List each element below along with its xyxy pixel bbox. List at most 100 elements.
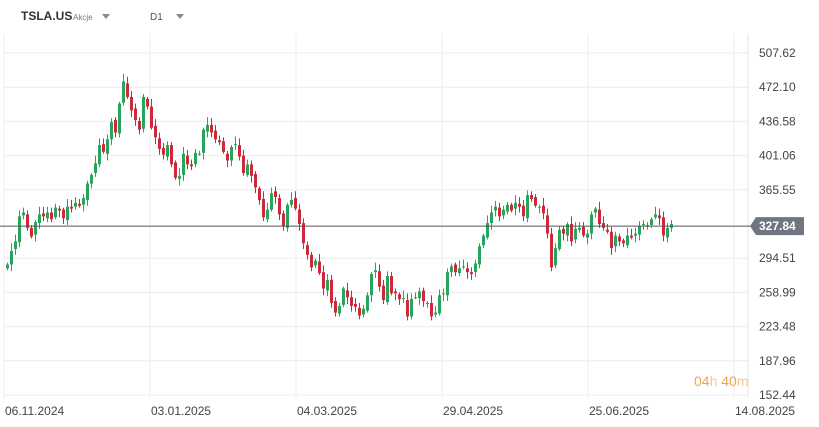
candle[interactable] bbox=[422, 287, 425, 307]
candle[interactable] bbox=[202, 127, 205, 160]
candle[interactable] bbox=[554, 243, 557, 269]
candle[interactable] bbox=[494, 200, 497, 217]
candle[interactable] bbox=[14, 234, 17, 255]
candle[interactable] bbox=[138, 117, 141, 135]
candle[interactable] bbox=[358, 302, 361, 320]
candle[interactable] bbox=[458, 260, 461, 277]
candle[interactable] bbox=[614, 231, 617, 252]
candle[interactable] bbox=[34, 220, 37, 242]
candle[interactable] bbox=[342, 286, 345, 307]
candle[interactable] bbox=[286, 202, 289, 232]
candle[interactable] bbox=[86, 180, 89, 206]
candle[interactable] bbox=[82, 194, 85, 212]
candle[interactable] bbox=[322, 265, 325, 296]
candle[interactable] bbox=[118, 101, 121, 138]
candle[interactable] bbox=[26, 210, 29, 231]
timeframe-dropdown-caret-icon[interactable] bbox=[176, 14, 184, 19]
candle[interactable] bbox=[654, 206, 657, 220]
candle[interactable] bbox=[58, 205, 61, 218]
candle[interactable] bbox=[386, 271, 389, 305]
candle[interactable] bbox=[6, 262, 9, 271]
candle[interactable] bbox=[306, 241, 309, 260]
candle[interactable] bbox=[194, 148, 197, 168]
candle[interactable] bbox=[54, 203, 57, 220]
candle[interactable] bbox=[274, 186, 277, 204]
candle[interactable] bbox=[98, 138, 101, 168]
candle[interactable] bbox=[526, 190, 529, 223]
candle[interactable] bbox=[318, 253, 321, 276]
candle[interactable] bbox=[450, 263, 453, 277]
candle[interactable] bbox=[94, 155, 97, 177]
candle[interactable] bbox=[170, 142, 173, 168]
candle[interactable] bbox=[226, 150, 229, 168]
candle[interactable] bbox=[114, 117, 117, 138]
candle[interactable] bbox=[566, 222, 569, 242]
candle[interactable] bbox=[582, 222, 585, 238]
candle[interactable] bbox=[506, 201, 509, 215]
candle[interactable] bbox=[546, 208, 549, 239]
candle[interactable] bbox=[254, 171, 257, 194]
candle[interactable] bbox=[74, 197, 77, 210]
candle[interactable] bbox=[210, 118, 213, 138]
candle[interactable] bbox=[38, 206, 41, 229]
candle[interactable] bbox=[154, 119, 157, 145]
candle[interactable] bbox=[586, 229, 589, 245]
candle[interactable] bbox=[134, 103, 137, 126]
candle[interactable] bbox=[234, 136, 237, 150]
candle[interactable] bbox=[378, 264, 381, 292]
candle[interactable] bbox=[570, 216, 573, 247]
candle[interactable] bbox=[50, 207, 53, 223]
candle[interactable] bbox=[462, 259, 465, 270]
candle[interactable] bbox=[334, 297, 337, 317]
candle[interactable] bbox=[374, 262, 377, 278]
candle[interactable] bbox=[486, 215, 489, 240]
candle[interactable] bbox=[498, 202, 501, 222]
candle[interactable] bbox=[578, 222, 581, 233]
candle[interactable] bbox=[414, 292, 417, 300]
candle[interactable] bbox=[366, 292, 369, 313]
candle[interactable] bbox=[178, 168, 181, 186]
candle[interactable] bbox=[574, 222, 577, 244]
candle[interactable] bbox=[190, 159, 193, 171]
candle[interactable] bbox=[606, 224, 609, 234]
candle[interactable] bbox=[186, 149, 189, 170]
candle[interactable] bbox=[130, 91, 133, 118]
candle[interactable] bbox=[594, 206, 597, 218]
candle[interactable] bbox=[534, 194, 537, 208]
candle[interactable] bbox=[182, 146, 185, 181]
candle[interactable] bbox=[638, 221, 641, 241]
candle[interactable] bbox=[406, 293, 409, 321]
candle[interactable] bbox=[510, 202, 513, 213]
candle[interactable] bbox=[590, 211, 593, 240]
candle[interactable] bbox=[78, 198, 81, 208]
candle[interactable] bbox=[326, 274, 329, 297]
candle[interactable] bbox=[514, 195, 517, 216]
candle[interactable] bbox=[146, 96, 149, 110]
candle[interactable] bbox=[266, 202, 269, 223]
candle[interactable] bbox=[398, 292, 401, 305]
candle[interactable] bbox=[30, 224, 33, 239]
candle[interactable] bbox=[302, 218, 305, 250]
candle[interactable] bbox=[426, 301, 429, 308]
candle[interactable] bbox=[238, 138, 241, 161]
candle[interactable] bbox=[630, 228, 633, 240]
candle[interactable] bbox=[562, 225, 565, 241]
candle[interactable] bbox=[166, 141, 169, 161]
candle[interactable] bbox=[158, 132, 161, 155]
candle[interactable] bbox=[310, 251, 313, 272]
candle[interactable] bbox=[270, 187, 273, 212]
candle[interactable] bbox=[370, 272, 373, 303]
candle[interactable] bbox=[402, 290, 405, 303]
candle[interactable] bbox=[66, 198, 69, 225]
candle[interactable] bbox=[394, 288, 397, 301]
candle[interactable] bbox=[346, 282, 349, 304]
candle[interactable] bbox=[610, 226, 613, 255]
candle[interactable] bbox=[482, 233, 485, 249]
candle[interactable] bbox=[390, 272, 393, 296]
candle[interactable] bbox=[290, 192, 293, 208]
candle[interactable] bbox=[550, 227, 553, 272]
candle[interactable] bbox=[542, 198, 545, 220]
candle[interactable] bbox=[198, 150, 201, 156]
